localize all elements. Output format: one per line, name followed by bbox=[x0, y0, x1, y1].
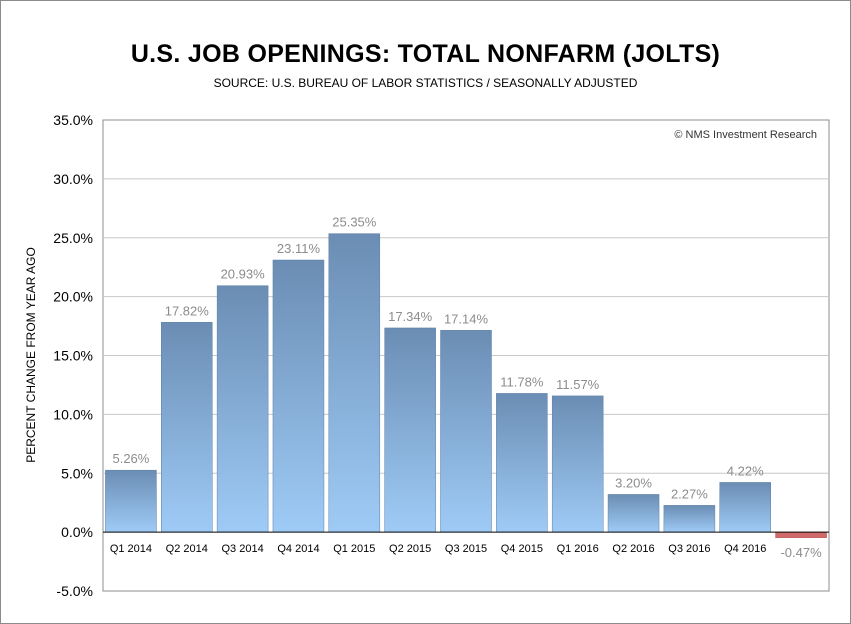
x-tick-label: Q4 2016 bbox=[724, 543, 766, 555]
data-label: 2.27% bbox=[671, 486, 708, 501]
x-tick-label: Q3 2014 bbox=[222, 543, 264, 555]
data-label: 20.93% bbox=[221, 267, 266, 282]
bar bbox=[663, 505, 716, 533]
data-label: 17.34% bbox=[388, 309, 433, 324]
chart-title: U.S. JOB OPENINGS: TOTAL NONFARM (JOLTS) bbox=[130, 40, 721, 68]
x-tick-label: Q2 2014 bbox=[166, 543, 208, 555]
data-label: 25.35% bbox=[332, 215, 377, 230]
y-tick-label: 5.0% bbox=[61, 465, 93, 481]
y-tick-label: 25.0% bbox=[53, 230, 93, 246]
bar bbox=[496, 393, 548, 533]
x-tick-label: Q2 2016 bbox=[612, 543, 654, 555]
bar bbox=[105, 469, 157, 533]
data-label: 23.11% bbox=[277, 241, 321, 256]
bar bbox=[775, 531, 827, 538]
y-tick-label: 0.0% bbox=[61, 524, 93, 540]
bar bbox=[272, 259, 325, 533]
y-tick-label: 30.0% bbox=[53, 171, 93, 187]
x-tick-label: Q3 2015 bbox=[445, 543, 487, 555]
x-tick-label: Q4 2015 bbox=[501, 543, 543, 555]
bar bbox=[161, 322, 213, 533]
bar bbox=[384, 327, 436, 533]
x-tick-label: Q4 2014 bbox=[277, 543, 319, 555]
data-label: 3.20% bbox=[615, 475, 652, 490]
bar bbox=[440, 330, 492, 533]
x-tick-label: Q3 2016 bbox=[668, 543, 710, 555]
y-tick-label: 15.0% bbox=[53, 348, 93, 364]
bar bbox=[216, 285, 269, 533]
x-tick-label: Q2 2015 bbox=[389, 543, 431, 555]
data-label: 17.82% bbox=[165, 303, 210, 318]
data-label: 17.14% bbox=[444, 311, 489, 326]
y-tick-label: -5.0% bbox=[56, 583, 93, 599]
x-tick-label: Q1 2016 bbox=[557, 543, 599, 555]
data-label: 4.22% bbox=[727, 463, 764, 478]
y-tick-label: 10.0% bbox=[53, 406, 93, 422]
y-tick-label: 20.0% bbox=[53, 289, 93, 305]
x-tick-label: Q1 2014 bbox=[110, 543, 152, 555]
data-label: -0.47% bbox=[780, 545, 822, 560]
bar bbox=[551, 395, 604, 533]
bar bbox=[719, 482, 771, 533]
y-axis-label: PERCENT CHANGE FROM YEAR AGO bbox=[24, 247, 38, 463]
bar bbox=[328, 233, 381, 533]
data-label: 11.78% bbox=[500, 374, 544, 389]
x-tick-label: Q1 2015 bbox=[333, 543, 375, 555]
chart-subtitle: SOURCE: U.S. BUREAU OF LABOR STATISTICS … bbox=[213, 76, 638, 90]
bar bbox=[607, 494, 660, 533]
watermark-text: © NMS Investment Research bbox=[674, 129, 817, 141]
y-tick-label: 35.0% bbox=[53, 112, 93, 128]
data-label: 5.26% bbox=[112, 451, 149, 466]
data-label: 11.57% bbox=[556, 377, 600, 392]
